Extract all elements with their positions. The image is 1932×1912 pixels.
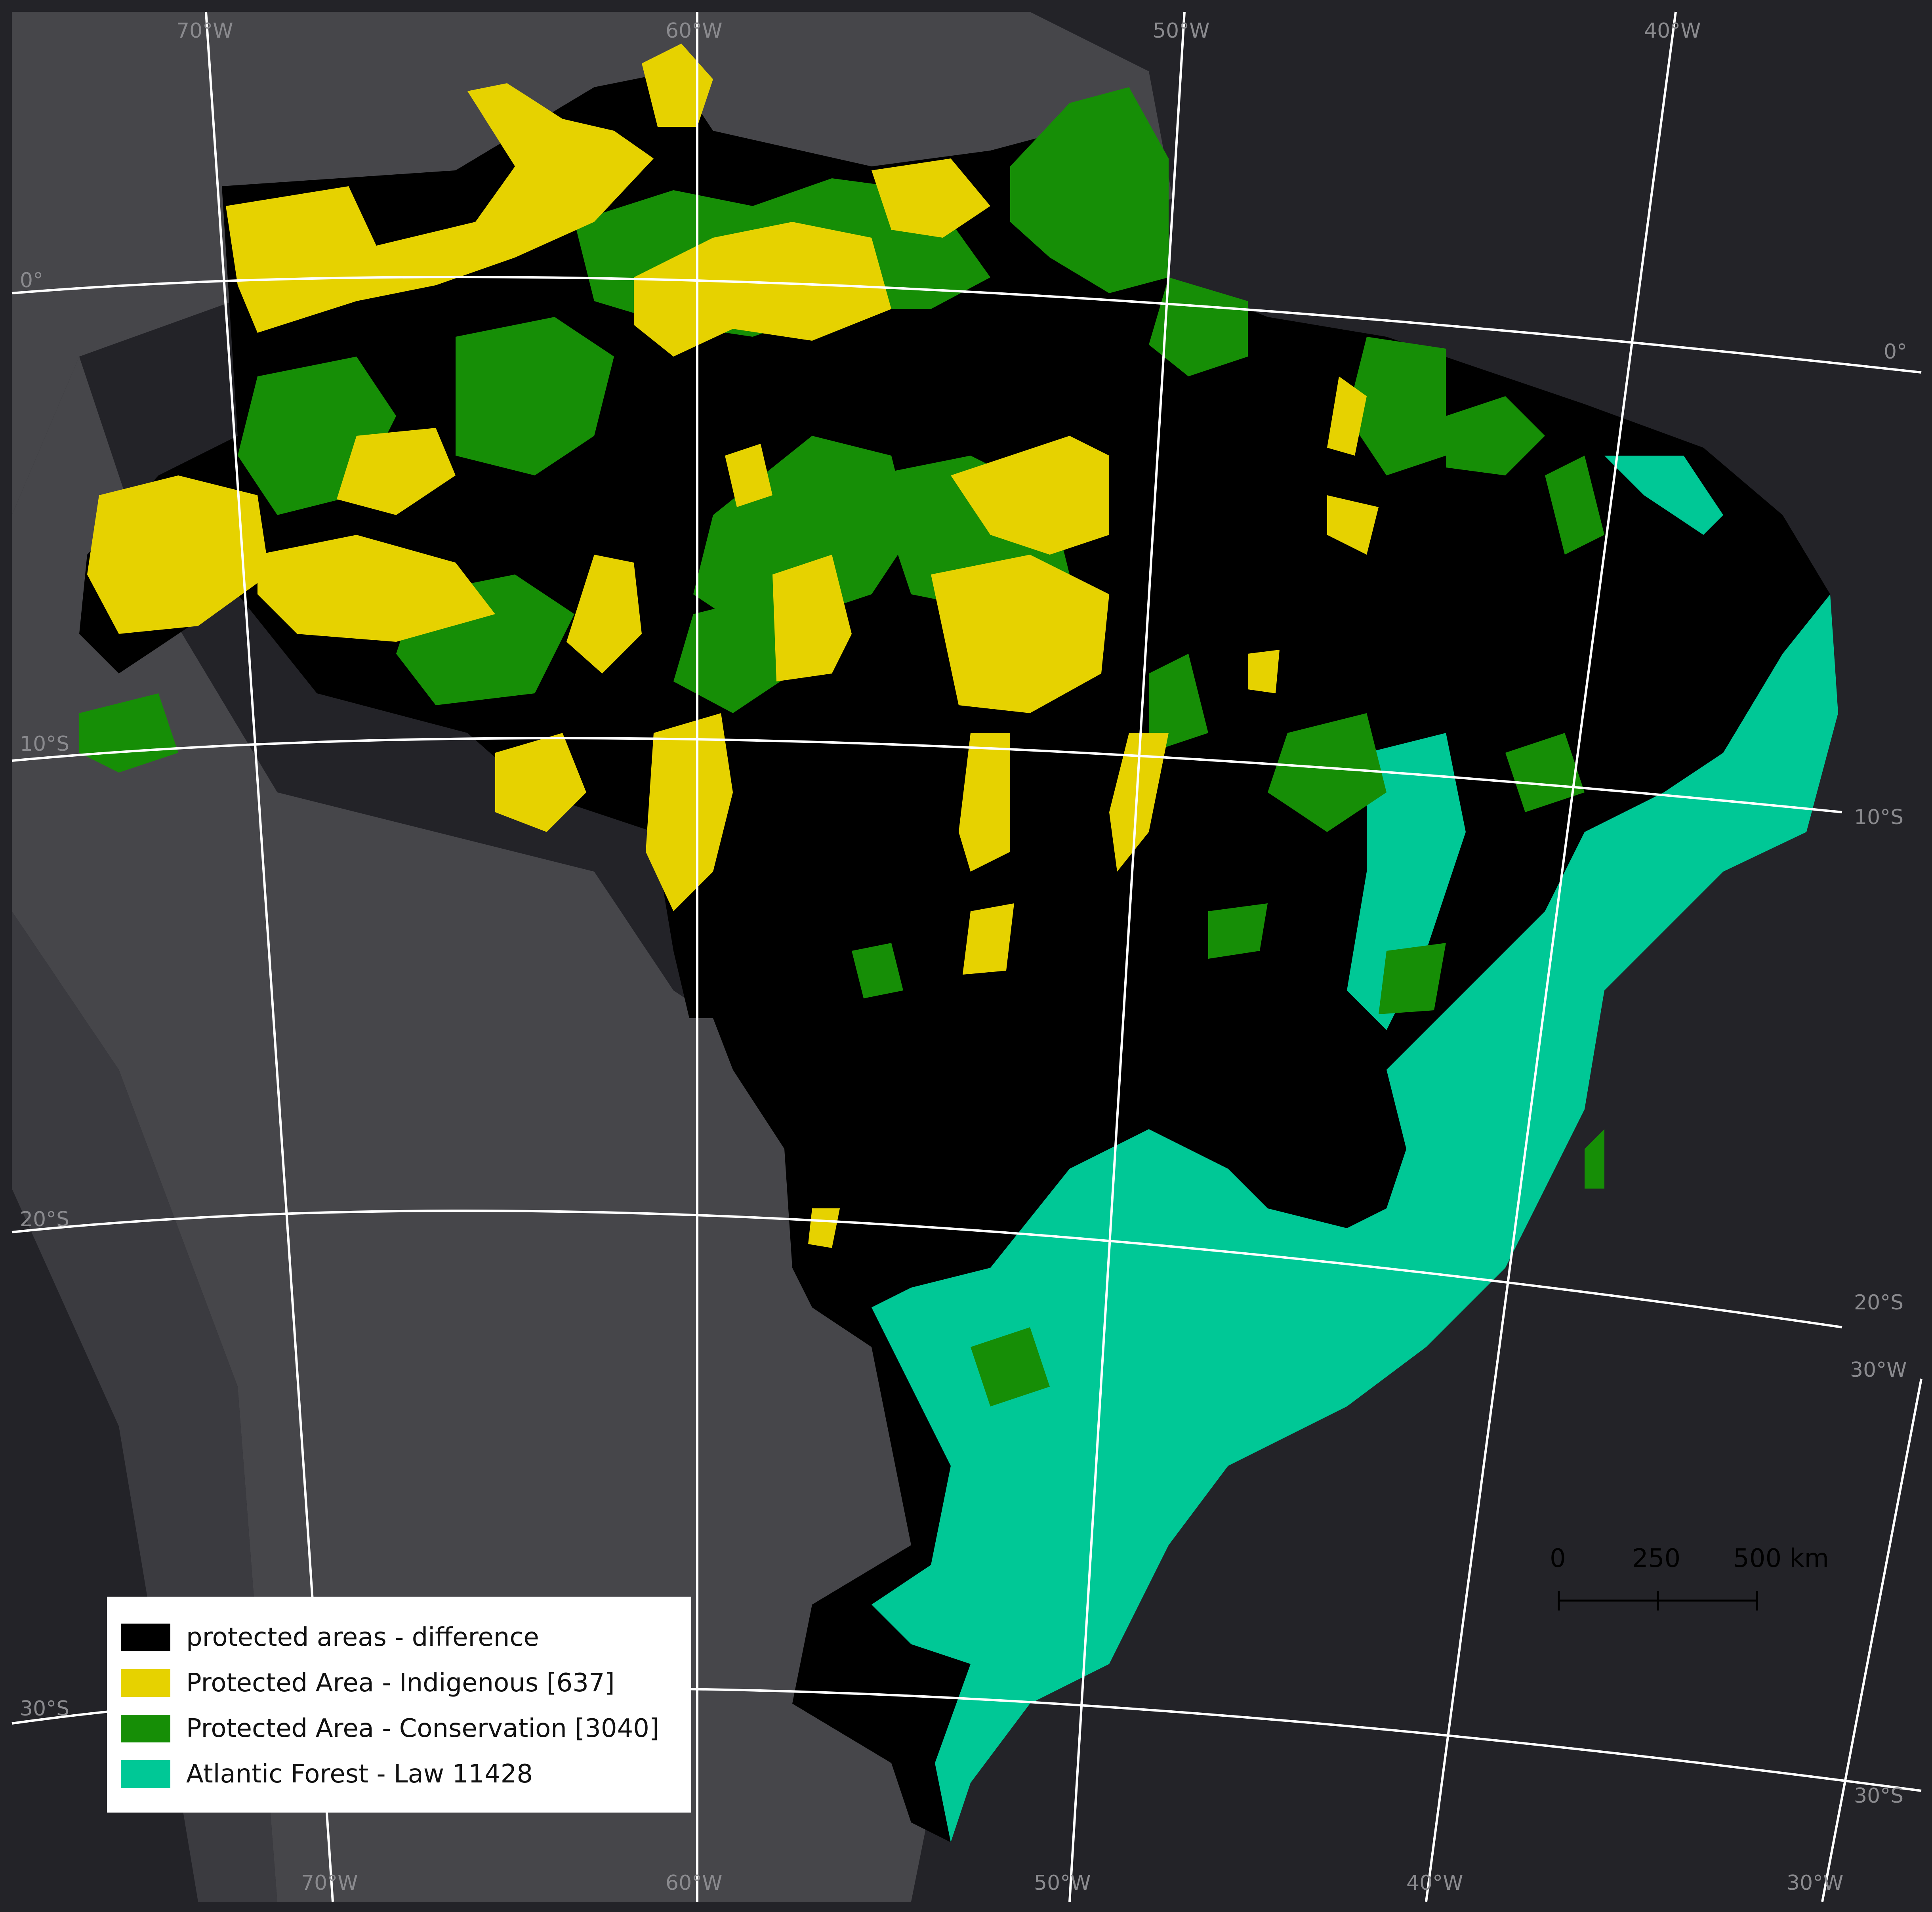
legend-swatch-atlantic-forest [121, 1760, 170, 1788]
legend: protected areas - difference Protected A… [107, 1597, 691, 1813]
label-bottom-50w: 50°W [1034, 1871, 1091, 1895]
label-left-0: 0° [20, 269, 43, 292]
brazil-difference-region [79, 71, 1838, 1842]
legend-item-conservation: Protected Area - Conservation [3040] [121, 1706, 691, 1751]
label-top-70w: 70°W [176, 19, 233, 43]
label-right-0: 0° [1884, 340, 1907, 364]
label-left-30s: 30°S [20, 1697, 69, 1721]
label-left-10s: 10°S [20, 732, 69, 756]
legend-item-atlantic-forest: Atlantic Forest - Law 11428 [121, 1751, 691, 1797]
scale-bar: 0 250 500 km [1550, 1544, 1829, 1611]
parallel-10s-line [11, 737, 1842, 813]
meridian-70w-line [205, 11, 334, 1902]
meridian-40w-line [1425, 11, 1677, 1902]
legend-label-atlantic-forest: Atlantic Forest - Law 11428 [186, 1759, 533, 1789]
label-top-40w: 40°W [1644, 19, 1701, 43]
meridian-50w-line [1068, 11, 1186, 1902]
scale-label-0: 0 [1550, 1544, 1566, 1573]
label-top-60w: 60°W [666, 19, 723, 43]
atlantic-forest-coast-north [1604, 456, 1723, 535]
legend-swatch-indigenous [121, 1669, 170, 1697]
label-right-30w: 30°W [1850, 1358, 1907, 1382]
graticule-labels: 70°W 60°W 50°W 40°W 70°W 60°W 50°W 40°W … [20, 19, 1907, 1895]
label-right-20s: 20°S [1854, 1291, 1903, 1315]
legend-label-indigenous: Protected Area - Indigenous [637] [186, 1668, 615, 1698]
scale-label-250: 250 [1632, 1544, 1680, 1573]
scale-label-500: 500 km [1733, 1544, 1829, 1573]
atlantic-forest-inland [1347, 733, 1466, 1030]
legend-swatch-conservation [121, 1714, 170, 1742]
graticule [11, 11, 1922, 1902]
label-right-10s: 10°S [1854, 805, 1903, 829]
label-bottom-60w: 60°W [666, 1871, 723, 1895]
parallel-20s-line [11, 1210, 1842, 1328]
label-bottom-40w: 40°W [1406, 1871, 1463, 1895]
label-right-30s: 30°S [1854, 1784, 1903, 1808]
legend-item-indigenous: Protected Area - Indigenous [637] [121, 1660, 691, 1706]
land-west [12, 357, 951, 1902]
label-bottom-70w: 70°W [301, 1871, 358, 1895]
meridian-30w-line [1821, 1378, 1922, 1902]
legend-label-difference: protected areas - difference [186, 1622, 539, 1652]
legend-swatch-difference [121, 1623, 170, 1651]
label-bottom-30w: 30°W [1787, 1871, 1844, 1895]
parallel-0-line [11, 276, 1922, 374]
atlantic-forest-region [872, 594, 1838, 1842]
label-left-20s: 20°S [20, 1208, 69, 1231]
legend-item-difference: protected areas - difference [121, 1614, 691, 1660]
label-top-50w: 50°W [1153, 19, 1210, 43]
legend-label-conservation: Protected Area - Conservation [3040] [186, 1714, 659, 1743]
